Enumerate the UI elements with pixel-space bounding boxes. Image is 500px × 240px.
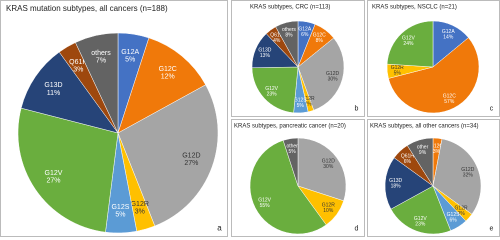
panel-label: a	[217, 224, 222, 233]
value-label: 10%	[323, 208, 334, 214]
value-label: 55%	[260, 203, 271, 209]
value-label: 27%	[46, 178, 60, 185]
slice-label: G12V	[414, 216, 427, 222]
value-label: 4%	[273, 38, 281, 44]
chart-title: KRAS subtypes, CRC (n=113)	[250, 5, 330, 11]
pie-slice	[390, 185, 451, 235]
slice-label: G12C	[313, 33, 326, 39]
slice-label: other	[286, 144, 298, 150]
value-label: 3%	[135, 209, 145, 216]
value-label: 14%	[443, 35, 454, 41]
value-label: 6%	[301, 32, 309, 38]
pie-slice	[384, 157, 434, 210]
value-label: 3%	[457, 211, 465, 217]
slice-label: G12D	[461, 167, 474, 173]
slice-label: G12C	[430, 143, 443, 149]
slice-label: G12C	[159, 66, 177, 73]
panel-label: e	[490, 225, 494, 232]
slice-label: G12D	[322, 159, 335, 165]
value-label: 11%	[47, 90, 61, 97]
pie-slice	[432, 138, 482, 215]
slice-label: G12V	[45, 170, 63, 177]
slice-label: G12R	[391, 65, 404, 71]
value-label: 18%	[391, 184, 402, 190]
pie-slice	[117, 84, 219, 227]
chart-title: KRAS mutation subtypes, all cancers (n=1…	[6, 4, 168, 13]
slice-label: G12D	[326, 71, 339, 77]
pie-slice	[117, 37, 206, 134]
slice-label: Q61H	[270, 33, 283, 39]
slice-label: G12S	[294, 97, 307, 103]
panel-label: d	[355, 225, 359, 232]
pie-slice	[297, 37, 345, 111]
chart-title: KRAS subtypes, NSCLC (n=21)	[372, 5, 457, 11]
chart-title: KRAS subtypes, pancreatic cancer (n=20)	[234, 124, 346, 130]
slice-label: G12S	[111, 204, 129, 211]
slice-label: G12V	[265, 86, 278, 92]
value-label: 5%	[394, 70, 402, 76]
slice-label: G12R	[131, 201, 149, 208]
slice-label: others	[91, 50, 111, 57]
slice-label: G12R	[302, 96, 315, 102]
panel-label: c	[490, 105, 494, 112]
value-label: 5%	[125, 57, 135, 64]
slice-label: G12V	[402, 35, 415, 41]
slice-label: G12R	[322, 203, 335, 209]
value-label: 27%	[184, 160, 198, 167]
pie-slice	[297, 137, 347, 202]
value-label: 5%	[297, 103, 305, 109]
pie-slice	[386, 20, 434, 68]
panel-label: b	[355, 105, 359, 112]
value-label: 23%	[415, 221, 426, 227]
value-label: 57%	[444, 99, 455, 105]
value-label: 9%	[419, 150, 427, 156]
pie-slice	[406, 137, 434, 187]
slice-label: G12D	[182, 152, 200, 159]
slice-label: G12S	[447, 212, 460, 218]
slice-label: Q61H	[401, 153, 414, 159]
slice-label: others	[282, 27, 296, 33]
pie-slice	[275, 20, 299, 68]
value-label: 23%	[267, 91, 278, 97]
slice-label: G12A	[298, 26, 311, 32]
value-label: 3%	[73, 67, 83, 74]
value-label: 30%	[323, 164, 334, 170]
value-label: 8%	[316, 38, 324, 44]
slice-label: G12R	[455, 205, 468, 211]
chart-title: KRAS subtypes, all other cancers (n=34)	[370, 124, 479, 130]
value-label: 2%	[304, 102, 312, 108]
slice-label: G12A	[121, 49, 139, 56]
value-label: 6%	[449, 218, 457, 224]
value-label: 7%	[96, 58, 106, 65]
value-label: 32%	[463, 172, 474, 178]
value-label: 24%	[403, 41, 414, 47]
pie-slice	[20, 51, 119, 134]
pie-slice	[17, 107, 119, 233]
panel-frame	[0, 0, 228, 237]
panel-frame	[231, 0, 365, 117]
value-label: 8%	[285, 32, 293, 38]
value-label: 13%	[260, 53, 271, 59]
value-label: 6%	[404, 159, 412, 165]
slice-label: G12A	[442, 29, 455, 35]
slice-label: G13D	[389, 178, 402, 184]
value-label: 12%	[161, 74, 175, 81]
pie-slice	[388, 37, 480, 114]
value-label: 3%	[433, 149, 441, 155]
pie-slice	[75, 32, 119, 134]
value-label: 30%	[328, 77, 339, 83]
slice-label: other	[417, 145, 429, 151]
pie-slice	[249, 140, 327, 235]
slice-label: Q61H	[69, 59, 87, 66]
slice-label: G12V	[258, 198, 271, 204]
slice-label: G13D	[258, 48, 271, 54]
slice-label: G13D	[44, 82, 62, 89]
value-label: 5%	[115, 212, 125, 219]
value-label: 5%	[289, 149, 297, 155]
panel-frame	[231, 119, 365, 237]
slice-label: G12C	[443, 94, 456, 100]
pie-slice	[251, 66, 299, 114]
pie-slice	[282, 137, 299, 187]
